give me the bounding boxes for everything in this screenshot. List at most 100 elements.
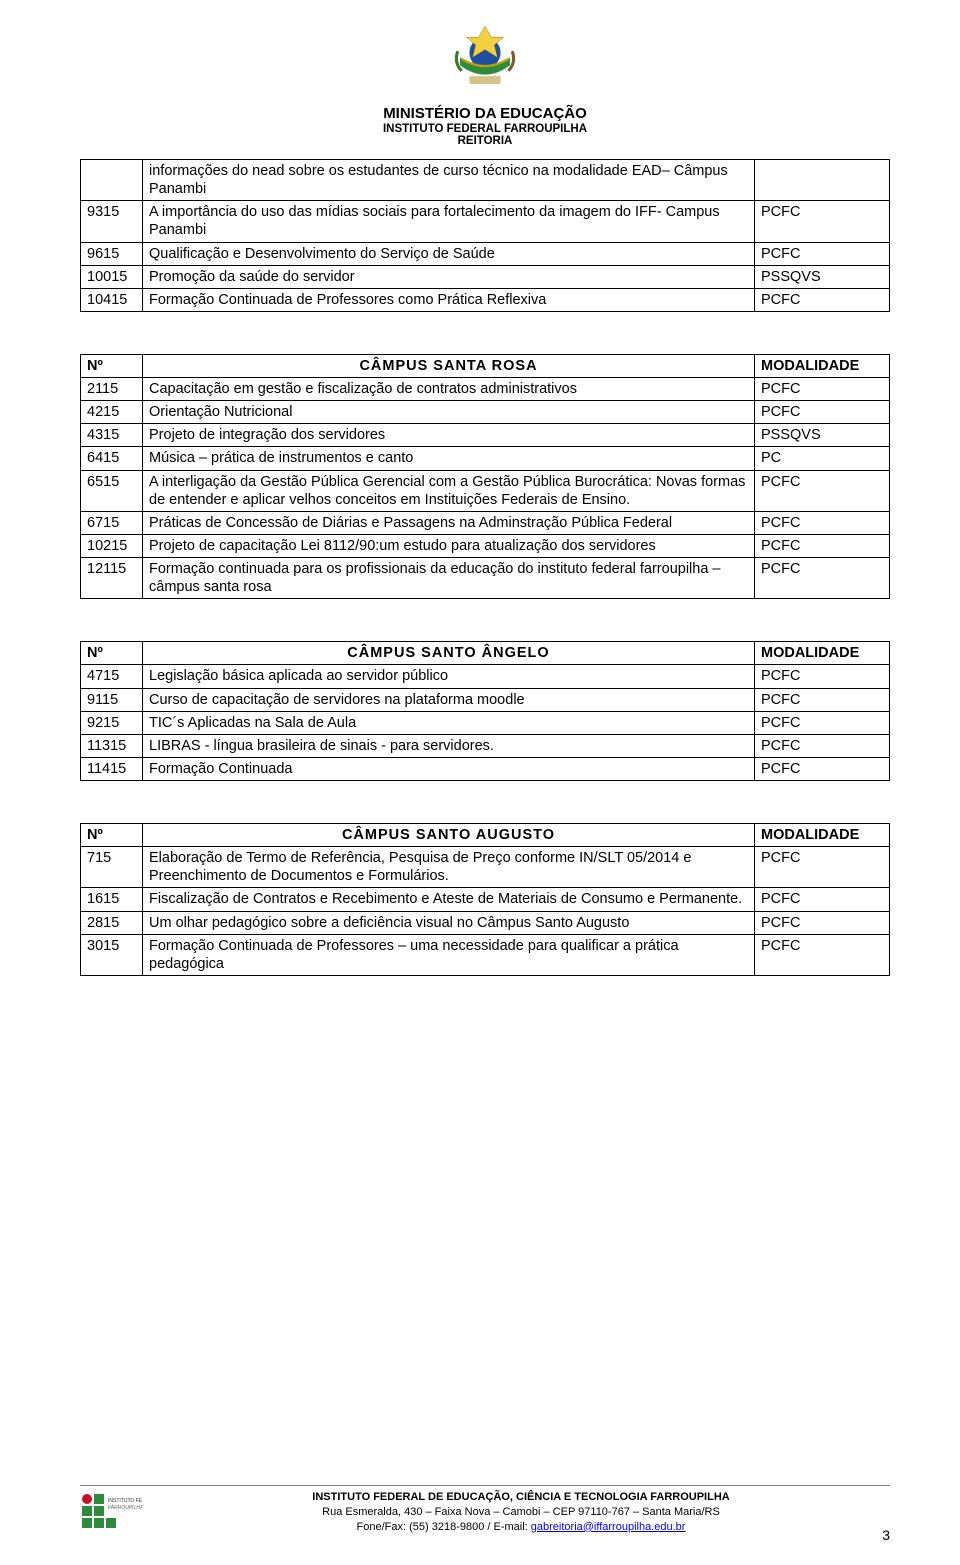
table-row: 9615Qualificação e Desenvolvimento do Se… [81, 242, 890, 265]
table-cell: PSSQVS [755, 424, 890, 447]
table-cell: 2815 [81, 911, 143, 934]
header-subtitle-2: REITORIA [80, 135, 890, 147]
table-cell: PCFC [755, 201, 890, 242]
table-cell: PCFC [755, 911, 890, 934]
table-cell: PCFC [755, 511, 890, 534]
footer-line1: INSTITUTO FEDERAL DE EDUCAÇÃO, CIÊNCIA E… [152, 1490, 890, 1505]
table-header-row: NºCÂMPUS SANTO AUGUSTOMODALIDADE [81, 824, 890, 847]
table-row: 2115Capacitação em gestão e fiscalização… [81, 378, 890, 401]
table-row: 10215Projeto de capacitação Lei 8112/90:… [81, 534, 890, 557]
table-cell: Promoção da saúde do servidor [143, 265, 755, 288]
table-cell: 1615 [81, 888, 143, 911]
page-number: 3 [882, 1527, 890, 1543]
table-cell: Música – prática de instrumentos e canto [143, 447, 755, 470]
header-title: MINISTÉRIO DA EDUCAÇÃO [80, 105, 890, 122]
header-subtitle-1: INSTITUTO FEDERAL FARROUPILHA [80, 123, 890, 135]
table-cell: 3015 [81, 934, 143, 975]
table-row: 715Elaboração de Termo de Referência, Pe… [81, 847, 890, 888]
data-table-3: NºCÂMPUS SANTO AUGUSTOMODALIDADE715Elabo… [80, 823, 890, 976]
table-cell: 10015 [81, 265, 143, 288]
table-cell: Formação Continuada de Professores como … [143, 288, 755, 311]
table-cell: Formação Continuada de Professores – uma… [143, 934, 755, 975]
table-header-cell: MODALIDADE [755, 642, 890, 665]
table-header-row: NºCÂMPUS SANTA ROSAMODALIDADE [81, 354, 890, 377]
table-cell: PC [755, 447, 890, 470]
table-cell: Capacitação em gestão e fiscalização de … [143, 378, 755, 401]
tables-container: informações do nead sobre os estudantes … [80, 159, 890, 976]
table-row: 2815Um olhar pedagógico sobre a deficiên… [81, 911, 890, 934]
footer-email-link[interactable]: gabreitoria@iffarroupilha.edu.br [531, 1521, 686, 1533]
table-row: 9315A importância do uso das mídias soci… [81, 201, 890, 242]
footer-logo: INSTITUTO FEDERAL FARROUPILHA [80, 1490, 152, 1543]
table-cell: PCFC [755, 288, 890, 311]
table-cell: informações do nead sobre os estudantes … [143, 160, 755, 201]
table-row: 1615Fiscalização de Contratos e Recebime… [81, 888, 890, 911]
table-row: 11415Formação ContinuadaPCFC [81, 757, 890, 780]
table-header-cell: Nº [81, 824, 143, 847]
table-cell: A importância do uso das mídias sociais … [143, 201, 755, 242]
footer-line2: Rua Esmeralda, 430 – Faixa Nova – Camobi… [152, 1505, 890, 1520]
table-cell: 4315 [81, 424, 143, 447]
table-cell: 11415 [81, 757, 143, 780]
table-cell: Orientação Nutricional [143, 401, 755, 424]
table-cell: TIC´s Aplicadas na Sala de Aula [143, 711, 755, 734]
table-row: 6415Música – prática de instrumentos e c… [81, 447, 890, 470]
table-cell: 9115 [81, 688, 143, 711]
table-row: 10415Formação Continuada de Professores … [81, 288, 890, 311]
table-cell: PSSQVS [755, 265, 890, 288]
table-cell: Qualificação e Desenvolvimento do Serviç… [143, 242, 755, 265]
table-header-cell: MODALIDADE [755, 824, 890, 847]
table-cell: A interligação da Gestão Pública Gerenci… [143, 470, 755, 511]
table-cell: PCFC [755, 534, 890, 557]
table-cell: PCFC [755, 934, 890, 975]
table-cell: PCFC [755, 242, 890, 265]
table-cell: PCFC [755, 711, 890, 734]
table-cell: 9315 [81, 201, 143, 242]
table-cell: Legislação básica aplicada ao servidor p… [143, 665, 755, 688]
table-cell: Um olhar pedagógico sobre a deficiência … [143, 911, 755, 934]
table-cell: Curso de capacitação de servidores na pl… [143, 688, 755, 711]
table-cell: LIBRAS - língua brasileira de sinais - p… [143, 734, 755, 757]
table-header-row: NºCÂMPUS SANTO ÂNGELOMODALIDADE [81, 642, 890, 665]
data-table-0: informações do nead sobre os estudantes … [80, 159, 890, 312]
table-row: 3015Formação Continuada de Professores –… [81, 934, 890, 975]
table-cell: 2115 [81, 378, 143, 401]
table-header-cell: CÂMPUS SANTO ÂNGELO [143, 642, 755, 665]
table-cell: 6515 [81, 470, 143, 511]
table-cell: PCFC [755, 757, 890, 780]
table-cell: Elaboração de Termo de Referência, Pesqu… [143, 847, 755, 888]
table-row: 4715Legislação básica aplicada ao servid… [81, 665, 890, 688]
table-cell: 9615 [81, 242, 143, 265]
table-cell: PCFC [755, 665, 890, 688]
table-cell: 4715 [81, 665, 143, 688]
table-cell [755, 160, 890, 201]
footer-logo-text1: INSTITUTO FEDERAL [108, 1498, 142, 1504]
table-row: informações do nead sobre os estudantes … [81, 160, 890, 201]
table-cell: Práticas de Concessão de Diárias e Passa… [143, 511, 755, 534]
table-cell: Projeto de capacitação Lei 8112/90:um es… [143, 534, 755, 557]
table-row: 9115Curso de capacitação de servidores n… [81, 688, 890, 711]
document-page: MINISTÉRIO DA EDUCAÇÃO INSTITUTO FEDERAL… [0, 0, 960, 1565]
table-cell: 715 [81, 847, 143, 888]
table-cell: 10215 [81, 534, 143, 557]
table-cell: 6415 [81, 447, 143, 470]
data-table-2: NºCÂMPUS SANTO ÂNGELOMODALIDADE4715Legis… [80, 641, 890, 781]
table-cell: 12115 [81, 558, 143, 599]
footer-line3-prefix: Fone/Fax: (55) 3218-9800 / E-mail: [357, 1521, 531, 1533]
data-table-1: NºCÂMPUS SANTA ROSAMODALIDADE2115Capacit… [80, 354, 890, 599]
footer-divider [80, 1485, 890, 1486]
table-row: 9215TIC´s Aplicadas na Sala de AulaPCFC [81, 711, 890, 734]
footer-logo-text2: FARROUPILHA [108, 1505, 142, 1511]
table-header-cell: Nº [81, 354, 143, 377]
table-row: 11315LIBRAS - língua brasileira de sinai… [81, 734, 890, 757]
table-cell: PCFC [755, 688, 890, 711]
table-cell: 6715 [81, 511, 143, 534]
instituto-federal-icon: INSTITUTO FEDERAL FARROUPILHA [80, 1492, 142, 1540]
table-cell: 9215 [81, 711, 143, 734]
table-header-cell: Nº [81, 642, 143, 665]
table-cell: PCFC [755, 378, 890, 401]
table-cell: Formação continuada para os profissionai… [143, 558, 755, 599]
table-cell: PCFC [755, 401, 890, 424]
table-row: 6715Práticas de Concessão de Diárias e P… [81, 511, 890, 534]
table-cell: Fiscalização de Contratos e Recebimento … [143, 888, 755, 911]
